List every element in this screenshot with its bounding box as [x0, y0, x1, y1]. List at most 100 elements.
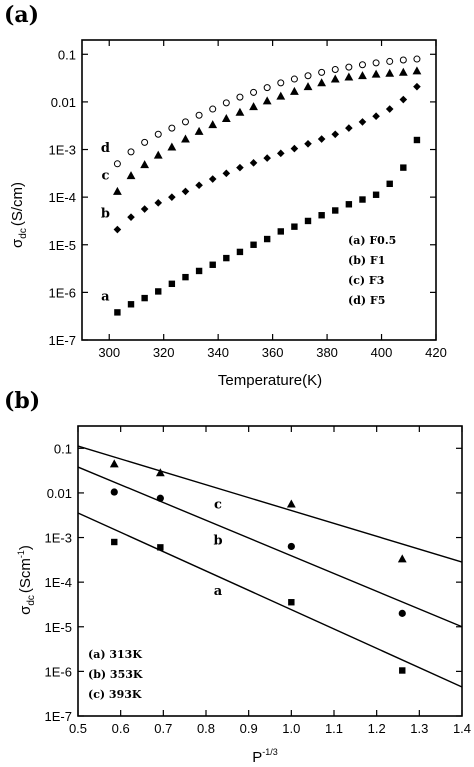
panel-a-point-series-b: [372, 112, 380, 120]
panel-a-legend-item: (a) F0.5: [348, 234, 396, 247]
panel-a-point-series-b: [276, 149, 285, 158]
panel-b-x-axis-superscript: -1/3: [262, 747, 278, 757]
panel-a-point-series-b: [399, 95, 408, 104]
panel-b-x-tick-label: 0.7: [154, 721, 172, 736]
panel-a-legend-item: (d) F5: [348, 294, 385, 307]
panel-a-point-series-a: [386, 180, 393, 188]
svg-text:σdc(S/cm): σdc (S/cm): [9, 182, 29, 248]
panel-a-point-series-d: [209, 105, 217, 113]
panel-a-point-series-c: [221, 113, 231, 122]
panel-b-legend-item: (c) 393K: [88, 688, 142, 701]
panel-a-point-series-b: [236, 163, 244, 172]
panel-b-x-tick-label: 1.3: [410, 721, 428, 736]
panel-b-point-series-b: [287, 542, 295, 551]
panel-a-point-series-c: [235, 107, 245, 116]
panel-a-y-tick-label: 1E-4: [49, 190, 76, 205]
panel-a-point-series-d: [358, 61, 366, 69]
panel-a-point-series-c: [126, 171, 136, 180]
panel-a-point-series-d: [386, 57, 394, 65]
panel-a-point-series-c: [194, 126, 204, 135]
panel-b-fit-line-a: [77, 512, 463, 688]
panel-a-point-series-a: [263, 235, 271, 243]
panel-a-point-series-a: [277, 228, 284, 235]
panel-a-x-tick-label: 420: [425, 345, 447, 360]
panel-b-x-axis-symbol: P: [252, 749, 262, 766]
panel-b-point-series-c: [155, 468, 165, 477]
panel-a-point-series-d: [304, 72, 312, 80]
panel-a-x-axis-title: Temperature(K): [218, 372, 322, 389]
panel-a-y-axis-title: σdc (S/cm): [9, 182, 29, 248]
panel-a-point-series-d: [222, 99, 230, 107]
panel-a-y-tick-label: 1E-7: [49, 333, 76, 348]
panel-b-y-tick-label: 0.01: [47, 486, 72, 501]
panel-b-point-series-a: [111, 538, 118, 546]
panel-a-series-label-d: d: [101, 141, 110, 156]
panel-b-plot-frame: [77, 425, 463, 717]
panel-a-point-series-d: [345, 63, 353, 71]
panel-a-legend: (a) F0.5 (b) F1 (c) F3 (d) F5: [348, 234, 396, 307]
panel-a-point-series-d: [290, 75, 298, 83]
panel-a-point-series-d: [318, 68, 326, 76]
panel-a-point-series-c: [249, 102, 258, 111]
panel-b-x-axis-title: P-1/3: [252, 747, 278, 766]
panel-b-point-series-a: [399, 667, 406, 674]
panel-a-point-series-d: [127, 148, 135, 156]
panel-b-point-series-a: [157, 544, 164, 551]
panel-a-y-axis-symbol: σ: [9, 238, 26, 248]
panel-b-x-tick-label: 1.1: [325, 721, 343, 736]
panel-a-point-series-a: [182, 273, 189, 281]
panel-a-point-series-a: [155, 288, 162, 295]
panel-b-point-series-c: [286, 499, 296, 508]
panel-a-point-series-c: [398, 67, 408, 76]
panel-a-x-tick-label: 300: [98, 345, 120, 360]
panel-a-point-series-a: [304, 217, 312, 225]
panel-b-point-series-b: [110, 488, 118, 496]
panel-a-point-series-b: [290, 144, 299, 153]
panel-a-point-series-b: [345, 124, 353, 132]
panel-b-point-series-b: [398, 609, 406, 617]
panel-b-label: (b): [4, 388, 40, 414]
panel-a-y-axis-subscript: dc: [18, 228, 29, 239]
panel-a-point-series-a: [345, 201, 353, 208]
panel-a-point-series-a: [114, 309, 121, 316]
panel-a-point-series-a: [209, 261, 216, 268]
panel-b-y-axis-unit-close: ): [17, 545, 34, 550]
panel-a-point-series-a: [223, 254, 230, 262]
panel-a-point-series-a: [250, 241, 257, 248]
panel-b-legend-item: (b) 353K: [88, 668, 143, 681]
panel-b-point-series-b: [156, 494, 164, 502]
panel-a-point-series-c: [153, 150, 163, 159]
panel-a-point-series-a: [372, 191, 380, 198]
panel-a-point-series-d: [331, 66, 339, 74]
panel-a-point-series-a: [127, 301, 135, 308]
panel-b-x-tick-label: 1.2: [368, 721, 386, 736]
panel-a-point-series-b: [168, 193, 176, 201]
panel-a-point-series-d: [372, 59, 380, 67]
panel-a-point-series-b: [358, 118, 367, 126]
panel-a-series-label-a: a: [101, 289, 110, 304]
panel-b-y-axis-title: σdc (Scm-1): [16, 545, 37, 615]
panel-a-point-series-b: [195, 181, 203, 190]
panel-b-series-label-b: b: [213, 533, 222, 548]
panel-b-x-tick-label: 0.5: [69, 721, 87, 736]
panel-a-point-series-d: [399, 56, 407, 64]
panel-a-point-series-a: [236, 248, 244, 256]
panel-a-point-series-b: [413, 82, 421, 91]
panel-a-point-series-c: [208, 120, 218, 129]
panel-a-point-series-a: [413, 136, 421, 144]
panel-a-point-series-a: [318, 212, 325, 219]
panel-b-y-tick-label: 1E-6: [45, 664, 72, 679]
panel-a-point-series-a: [400, 164, 407, 171]
panel-b-y-axis-subscript: dc: [26, 595, 37, 606]
panel-a-point-series-d: [263, 84, 271, 92]
panel-a-series-label-b: b: [101, 207, 110, 222]
panel-a-y-tick-label: 1E-3: [49, 143, 76, 158]
panel-a-y-axis-unit: (S/cm): [9, 182, 26, 226]
panel-a-series-label-c: c: [101, 168, 109, 183]
panel-b-y-tick-label: 1E-3: [45, 531, 72, 546]
panel-a-x-tick-label: 380: [316, 345, 338, 360]
panel-a-y-tick-label: 0.1: [58, 47, 76, 62]
panel-a-point-series-a: [141, 294, 148, 302]
panel-a-x-tick-label: 340: [207, 345, 229, 360]
